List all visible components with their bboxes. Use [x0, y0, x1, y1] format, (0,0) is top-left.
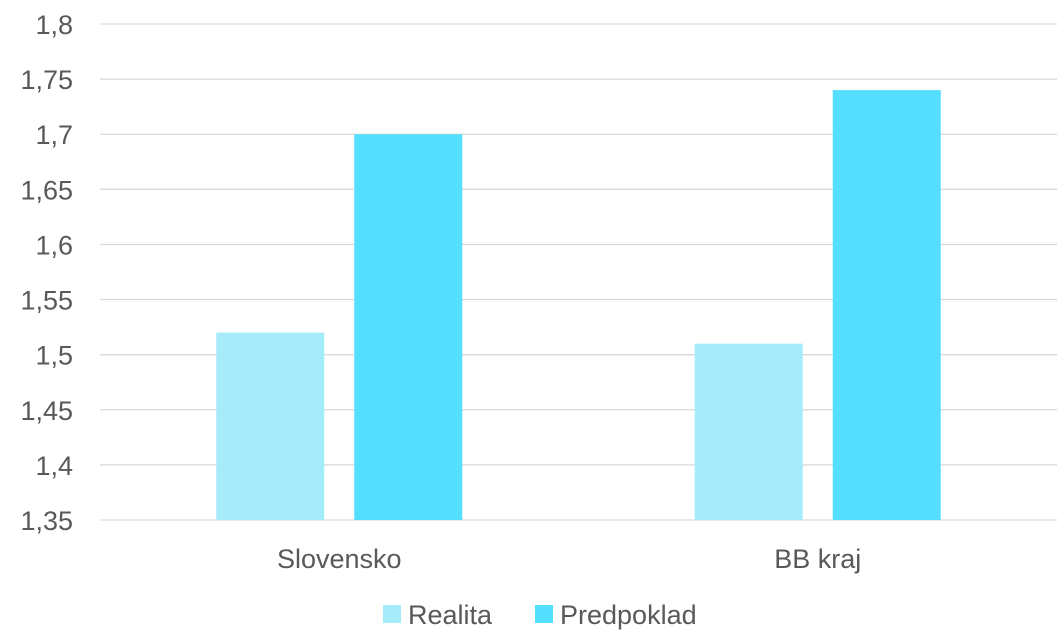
x-axis-category-labels: Slovensko BB kraj [277, 544, 861, 574]
bar-predpoklad-2 [832, 90, 941, 520]
y-tick-label: 1,4 [35, 451, 73, 481]
legend-swatch-realita [383, 605, 401, 623]
bar-realita-1 [216, 332, 325, 520]
y-tick-label: 1,8 [35, 10, 73, 40]
y-axis-tick-labels: 1,35 1,4 1,45 1,5 1,55 1,6 1,65 1,7 1,75 1,8 [20, 10, 73, 536]
y-tick-label: 1,75 [20, 65, 73, 95]
y-tick-label: 1,6 [35, 230, 73, 260]
category-label: Slovensko [277, 544, 402, 574]
category-label: BB kraj [774, 544, 861, 574]
legend: Realita Predpoklad [383, 600, 697, 630]
y-tick-label: 1,55 [20, 286, 73, 316]
y-tick-label: 1,35 [20, 506, 73, 536]
legend-label-realita: Realita [408, 600, 493, 630]
bars [216, 90, 941, 520]
y-tick-label: 1,5 [35, 341, 73, 371]
bar-predpoklad-1 [354, 134, 463, 520]
y-tick-label: 1,7 [35, 120, 73, 150]
bar-realita-2 [694, 343, 803, 520]
legend-swatch-predpoklad [535, 605, 553, 623]
y-tick-label: 1,45 [20, 396, 73, 426]
y-tick-label: 1,65 [20, 175, 73, 205]
legend-label-predpoklad: Predpoklad [560, 600, 697, 630]
